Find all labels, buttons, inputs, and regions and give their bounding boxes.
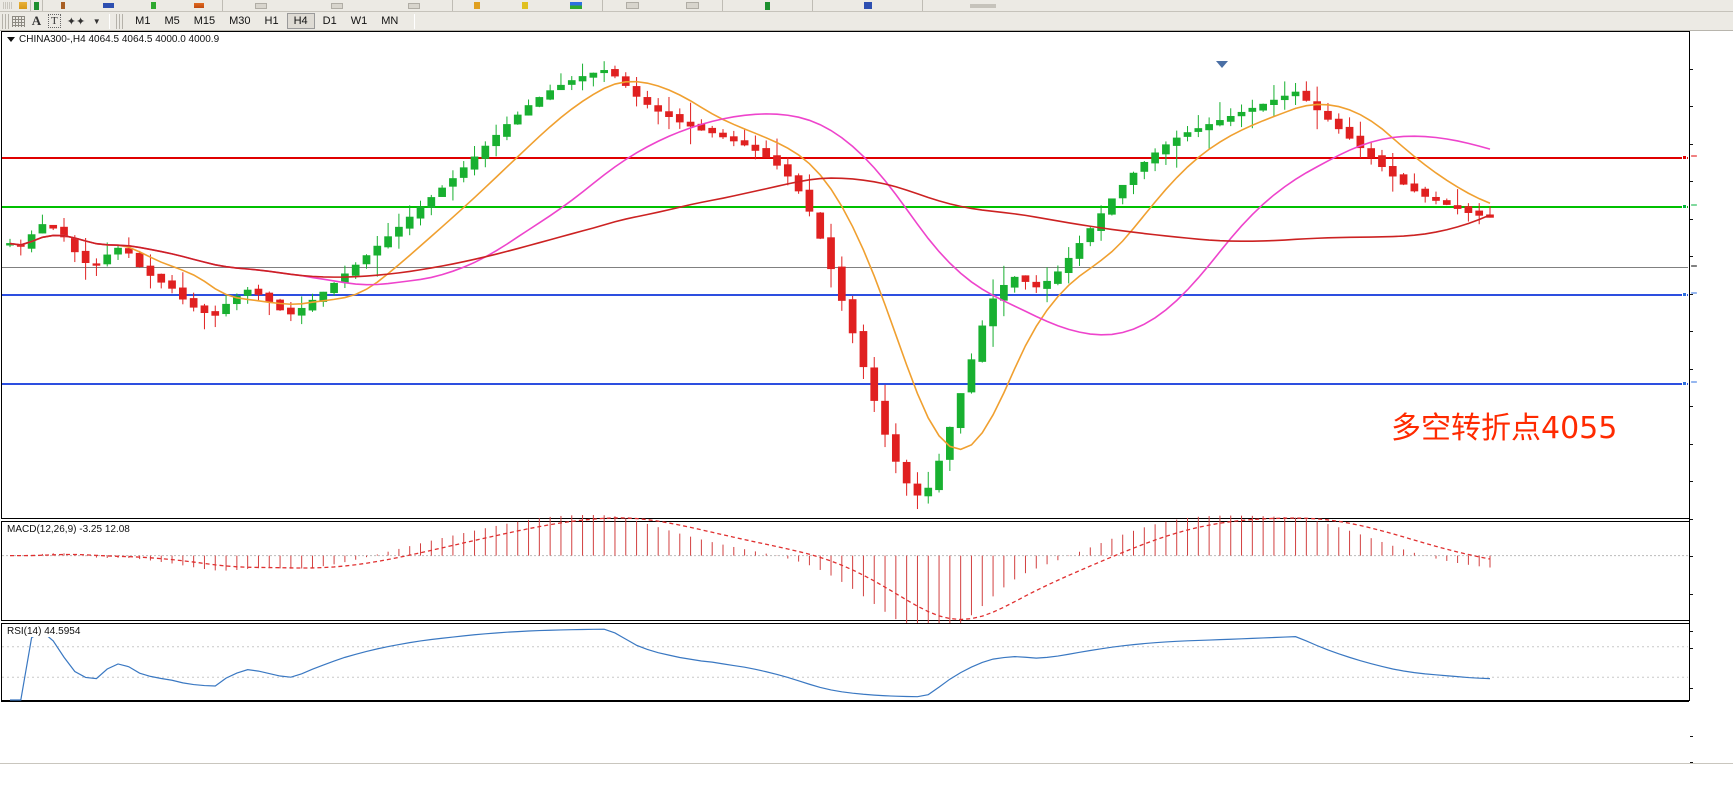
price-label-support-level-2[interactable]	[1691, 381, 1697, 383]
price-label-last-price-level[interactable]	[1691, 265, 1697, 267]
timeframe-button-d1[interactable]: D1	[322, 15, 337, 27]
toolbar-group-views[interactable]	[603, 0, 723, 11]
new-order-icon[interactable]	[569, 2, 582, 9]
toolbar-group-misc[interactable]	[723, 0, 813, 11]
chart-area[interactable]: CHINA300-,H4 4064.5 4064.5 4000.0 4000.9…	[0, 31, 1733, 794]
level-line-support-level-2[interactable]	[2, 383, 1688, 385]
time-axis[interactable]	[1, 701, 1689, 723]
toolbar-group-periods[interactable]	[223, 0, 453, 11]
toolbar-group-tools[interactable]	[813, 0, 923, 11]
templates-icon[interactable]	[521, 2, 528, 9]
price-label-pivot-level[interactable]	[1691, 204, 1697, 206]
toolbar-divider-2	[414, 13, 416, 29]
chevron-down-icon[interactable]: ▼	[92, 16, 101, 26]
toolbar-group-end[interactable]	[923, 0, 1043, 11]
timeframe-selector[interactable]: M1 M5 M15 M30 H1 H4 D1 W1 MN	[129, 13, 404, 29]
level-handle[interactable]	[1682, 155, 1687, 160]
separator-icon	[970, 3, 996, 8]
level-handle[interactable]	[1682, 204, 1687, 209]
chart-annotation-text: 多空转折点4055	[1391, 411, 1618, 446]
price-axis[interactable]	[1689, 31, 1733, 789]
symbol-header[interactable]: CHINA300-,H4 4064.5 4064.5 4000.0 4000.9	[6, 34, 221, 45]
toolbar-main[interactable]: A T ✦✦ ▼ M1 M5 M15 M30 H1 H4 D1 W1 MN	[0, 12, 1733, 31]
cursor-icon[interactable]	[3, 2, 12, 9]
data-window-icon[interactable]	[686, 2, 699, 9]
price-label-support-level-1[interactable]	[1691, 292, 1697, 294]
toolbar-group-objects[interactable]	[43, 0, 223, 11]
timeframe-button-h4[interactable]: H4	[286, 13, 315, 29]
level-handle[interactable]	[1682, 381, 1687, 386]
timeframe-button-w1[interactable]: W1	[350, 15, 368, 27]
rsi-plot	[2, 628, 1688, 701]
zoom-in-icon[interactable]	[151, 2, 157, 9]
text-label-icon[interactable]: A	[31, 13, 42, 28]
macd-plot	[2, 514, 1688, 634]
shapes-icon[interactable]: ✦✦	[66, 15, 86, 28]
price-label-resistance-level[interactable]	[1691, 155, 1697, 157]
autoscroll-icon[interactable]	[254, 2, 267, 9]
timeframe-button-m30[interactable]: M30	[229, 15, 251, 27]
timeframe-button-m15[interactable]: M15	[193, 15, 216, 27]
level-handle[interactable]	[1682, 292, 1687, 297]
timeframe-button-m1[interactable]: M1	[135, 15, 151, 27]
chart-collapse-icon[interactable]	[7, 36, 15, 42]
chart-shift-icon[interactable]	[331, 2, 344, 9]
indicators-icon[interactable]	[473, 2, 480, 9]
timeframe-button-h1[interactable]: H1	[264, 15, 279, 27]
toolbar-divider	[109, 13, 111, 29]
navigator-icon[interactable]	[863, 2, 872, 9]
rsi-label: RSI(14) 44.5954	[6, 626, 82, 637]
chart-scroll-indicator-icon[interactable]	[1216, 61, 1228, 68]
timeframe-grip[interactable]	[116, 13, 124, 29]
level-line-resistance-level[interactable]	[2, 157, 1688, 159]
timeframe-button-m5[interactable]: M5	[164, 15, 180, 27]
toolbar-grip[interactable]	[2, 13, 9, 29]
expert-advisors-icon[interactable]	[765, 1, 770, 10]
rsi-pane[interactable]: RSI(14) 44.5954	[1, 623, 1689, 701]
candlestick-icon[interactable]	[61, 2, 66, 9]
toolbar-top-strip[interactable]	[0, 0, 1733, 12]
grid-icon[interactable]	[9, 13, 28, 30]
text-object-icon[interactable]: T	[45, 13, 64, 30]
macd-pane[interactable]: MACD(12,26,9) -3.25 12.08	[1, 514, 1689, 634]
toolbar-group-standard[interactable]	[0, 0, 31, 11]
grid-toggle-icon[interactable]	[408, 2, 421, 9]
price-pane[interactable]: CHINA300-,H4 4064.5 4064.5 4000.0 4000.9…	[1, 31, 1689, 519]
status-strip	[0, 763, 1733, 795]
bar-chart-icon[interactable]	[34, 1, 39, 10]
line-chart-icon[interactable]	[102, 3, 114, 8]
level-line-pivot-level[interactable]	[2, 206, 1688, 208]
price-plot	[6, 61, 1494, 510]
timeframe-button-mn[interactable]: MN	[381, 15, 399, 27]
macd-label: MACD(12,26,9) -3.25 12.08	[6, 524, 131, 535]
zoom-out-icon[interactable]	[193, 3, 204, 8]
crosshair-icon[interactable]	[19, 2, 27, 9]
toolbar-group-charttype[interactable]	[31, 0, 43, 11]
toolbar-group-indicators[interactable]	[453, 0, 603, 11]
market-watch-icon[interactable]	[626, 2, 639, 9]
